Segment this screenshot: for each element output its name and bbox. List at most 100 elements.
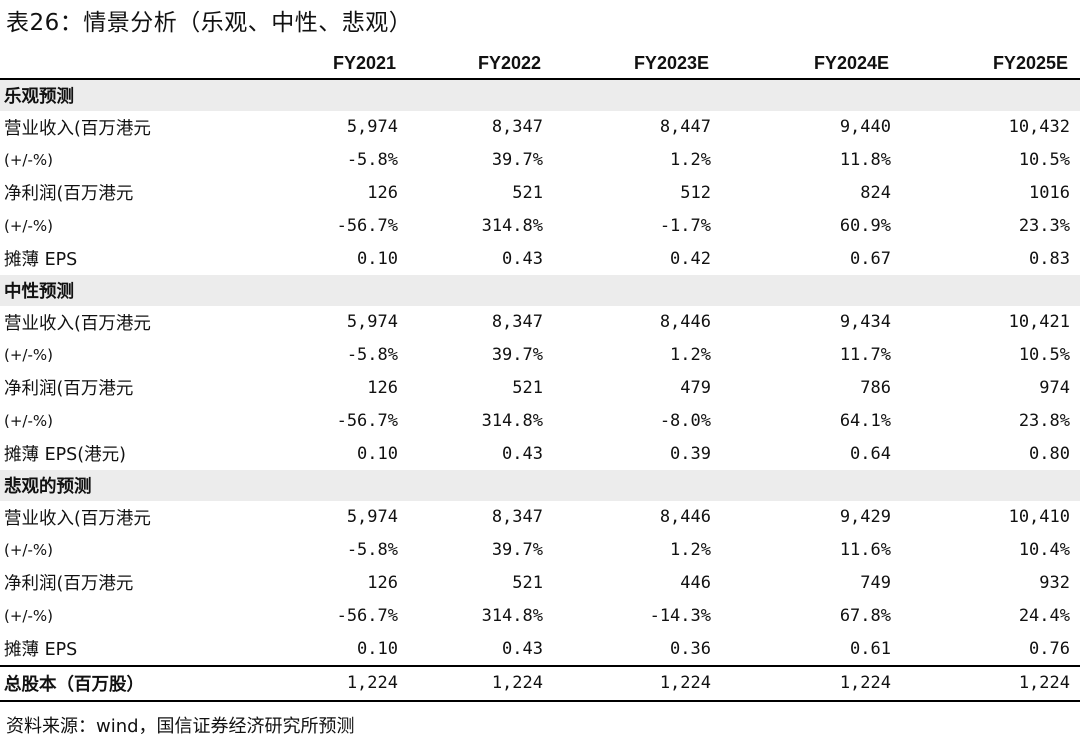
row-label: (+/-%): [4, 151, 53, 170]
value-cell: 0.39: [670, 443, 711, 464]
value-cell: 23.8%: [1018, 410, 1070, 431]
value-cell: 0.42: [670, 248, 711, 269]
value-cell: 0.43: [502, 248, 543, 269]
value-cell: 446: [680, 572, 711, 593]
value-cell: 8,347: [491, 117, 543, 138]
row-label: 净利润(百万港元: [4, 379, 134, 400]
value-cell: 512: [680, 182, 711, 203]
row-label: 营业收入(百万港元: [4, 313, 151, 334]
value-cell: 0.36: [670, 638, 711, 659]
value-cell: -56.7%: [336, 605, 398, 626]
value-cell: 1,224: [553, 664, 721, 702]
value-cell: 10.5%: [1018, 150, 1070, 171]
value-cell: 8,447: [659, 117, 711, 138]
value-cell: 39.7%: [491, 150, 543, 171]
value-cell: 0.67: [850, 248, 891, 269]
value-cell: 521: [512, 182, 543, 203]
value-cell: 5,974: [346, 507, 398, 528]
header-row: FY2021 FY2022 FY2023E FY2024E FY2025E: [0, 48, 1080, 80]
column-header: FY2021: [300, 48, 408, 80]
value-cell: 39.7%: [491, 540, 543, 561]
value-cell: -1.7%: [659, 215, 711, 236]
value-cell: 0.76: [1029, 638, 1070, 659]
table-title: 表26：情景分析（乐观、中性、悲观）: [6, 10, 413, 36]
value-cell: 521: [512, 572, 543, 593]
value-cell: 126: [367, 377, 398, 398]
value-cell: 9,440: [839, 117, 891, 138]
row-label: 净利润(百万港元: [4, 574, 134, 595]
value-cell: 932: [1039, 572, 1070, 593]
table-row: 摊薄 EPS 0.10 0.43 0.36 0.61 0.76: [0, 632, 1080, 666]
source-note: 资料来源：wind，国信证券经济研究所预测: [6, 716, 355, 737]
value-cell: -5.8%: [346, 540, 398, 561]
total-shares-row: 总股本（百万股） 1,224 1,224 1,224 1,224 1,224: [0, 664, 1080, 702]
row-label: (+/-%): [4, 216, 53, 235]
value-cell: 1,224: [408, 664, 553, 702]
value-cell: 314.8%: [481, 215, 543, 236]
row-label: (+/-%): [4, 606, 53, 625]
table-row: 营业收入(百万港元 5,974 8,347 8,447 9,440 10,432: [0, 111, 1080, 144]
value-cell: 24.4%: [1018, 605, 1070, 626]
value-cell: 5,974: [346, 312, 398, 333]
column-header: FY2022: [408, 48, 553, 80]
table-row: 营业收入(百万港元 5,974 8,347 8,446 9,434 10,421: [0, 306, 1080, 339]
table-row: 净利润(百万港元 126 521 446 749 932: [0, 567, 1080, 600]
value-cell: 5,974: [346, 117, 398, 138]
value-cell: 974: [1039, 377, 1070, 398]
value-cell: 11.8%: [839, 150, 891, 171]
header-blank-cell: [0, 48, 300, 80]
table-row: 营业收入(百万港元 5,974 8,347 8,446 9,429 10,410: [0, 501, 1080, 534]
table-row: (+/-%) -5.8% 39.7% 1.2% 11.7% 10.5%: [0, 339, 1080, 372]
row-label: 营业收入(百万港元: [4, 508, 151, 529]
value-cell: 39.7%: [491, 345, 543, 366]
row-label: 摊薄 EPS: [4, 640, 78, 661]
section-header-row: 中性预测: [0, 274, 1080, 306]
value-cell: 10,432: [1008, 117, 1070, 138]
table-row: (+/-%) -56.7% 314.8% -8.0% 64.1% 23.8%: [0, 404, 1080, 437]
scenario-table-container: FY2021 FY2022 FY2023E FY2024E FY2025E 乐观…: [0, 48, 1080, 702]
scenario-table: FY2021 FY2022 FY2023E FY2024E FY2025E 乐观…: [0, 48, 1080, 702]
value-cell: 0.10: [357, 248, 398, 269]
value-cell: 8,446: [659, 507, 711, 528]
value-cell: 64.1%: [839, 410, 891, 431]
column-header: FY2025E: [901, 48, 1080, 80]
row-label: 摊薄 EPS: [4, 250, 78, 271]
section-title: 乐观预测: [0, 79, 1080, 111]
value-cell: 0.80: [1029, 443, 1070, 464]
section-title: 中性预测: [0, 274, 1080, 306]
value-cell: 749: [860, 572, 891, 593]
section-header-row: 乐观预测: [0, 79, 1080, 111]
table-row: (+/-%) -56.7% 314.8% -14.3% 67.8% 24.4%: [0, 599, 1080, 632]
value-cell: 0.10: [357, 638, 398, 659]
value-cell: 521: [512, 377, 543, 398]
value-cell: 9,429: [839, 507, 891, 528]
section-title: 悲观的预测: [0, 469, 1080, 501]
value-cell: 11.7%: [839, 345, 891, 366]
value-cell: 60.9%: [839, 215, 891, 236]
value-cell: 8,446: [659, 312, 711, 333]
value-cell: -56.7%: [336, 410, 398, 431]
table-row: 摊薄 EPS(港元) 0.10 0.43 0.39 0.64 0.80: [0, 437, 1080, 470]
table-row: (+/-%) -5.8% 39.7% 1.2% 11.6% 10.4%: [0, 534, 1080, 567]
table-body: 乐观预测营业收入(百万港元 5,974 8,347 8,447 9,440 10,432 (…: [0, 79, 1080, 702]
value-cell: 11.6%: [839, 540, 891, 561]
row-label: 净利润(百万港元: [4, 184, 134, 205]
value-cell: 10,410: [1008, 507, 1070, 528]
value-cell: 314.8%: [481, 410, 543, 431]
value-cell: 786: [860, 377, 891, 398]
row-label: (+/-%): [4, 411, 53, 430]
value-cell: 0.10: [357, 443, 398, 464]
value-cell: 8,347: [491, 507, 543, 528]
value-cell: 10,421: [1008, 312, 1070, 333]
table-row: 净利润(百万港元 126 521 512 824 1016: [0, 177, 1080, 210]
value-cell: 9,434: [839, 312, 891, 333]
value-cell: 0.61: [850, 638, 891, 659]
value-cell: 0.83: [1029, 248, 1070, 269]
row-label: (+/-%): [4, 541, 53, 560]
value-cell: 1,224: [721, 664, 901, 702]
table-row: (+/-%) -5.8% 39.7% 1.2% 11.8% 10.5%: [0, 144, 1080, 177]
row-label: 总股本（百万股）: [0, 664, 300, 702]
value-cell: 67.8%: [839, 605, 891, 626]
value-cell: 1,224: [901, 664, 1080, 702]
value-cell: 1.2%: [670, 345, 711, 366]
